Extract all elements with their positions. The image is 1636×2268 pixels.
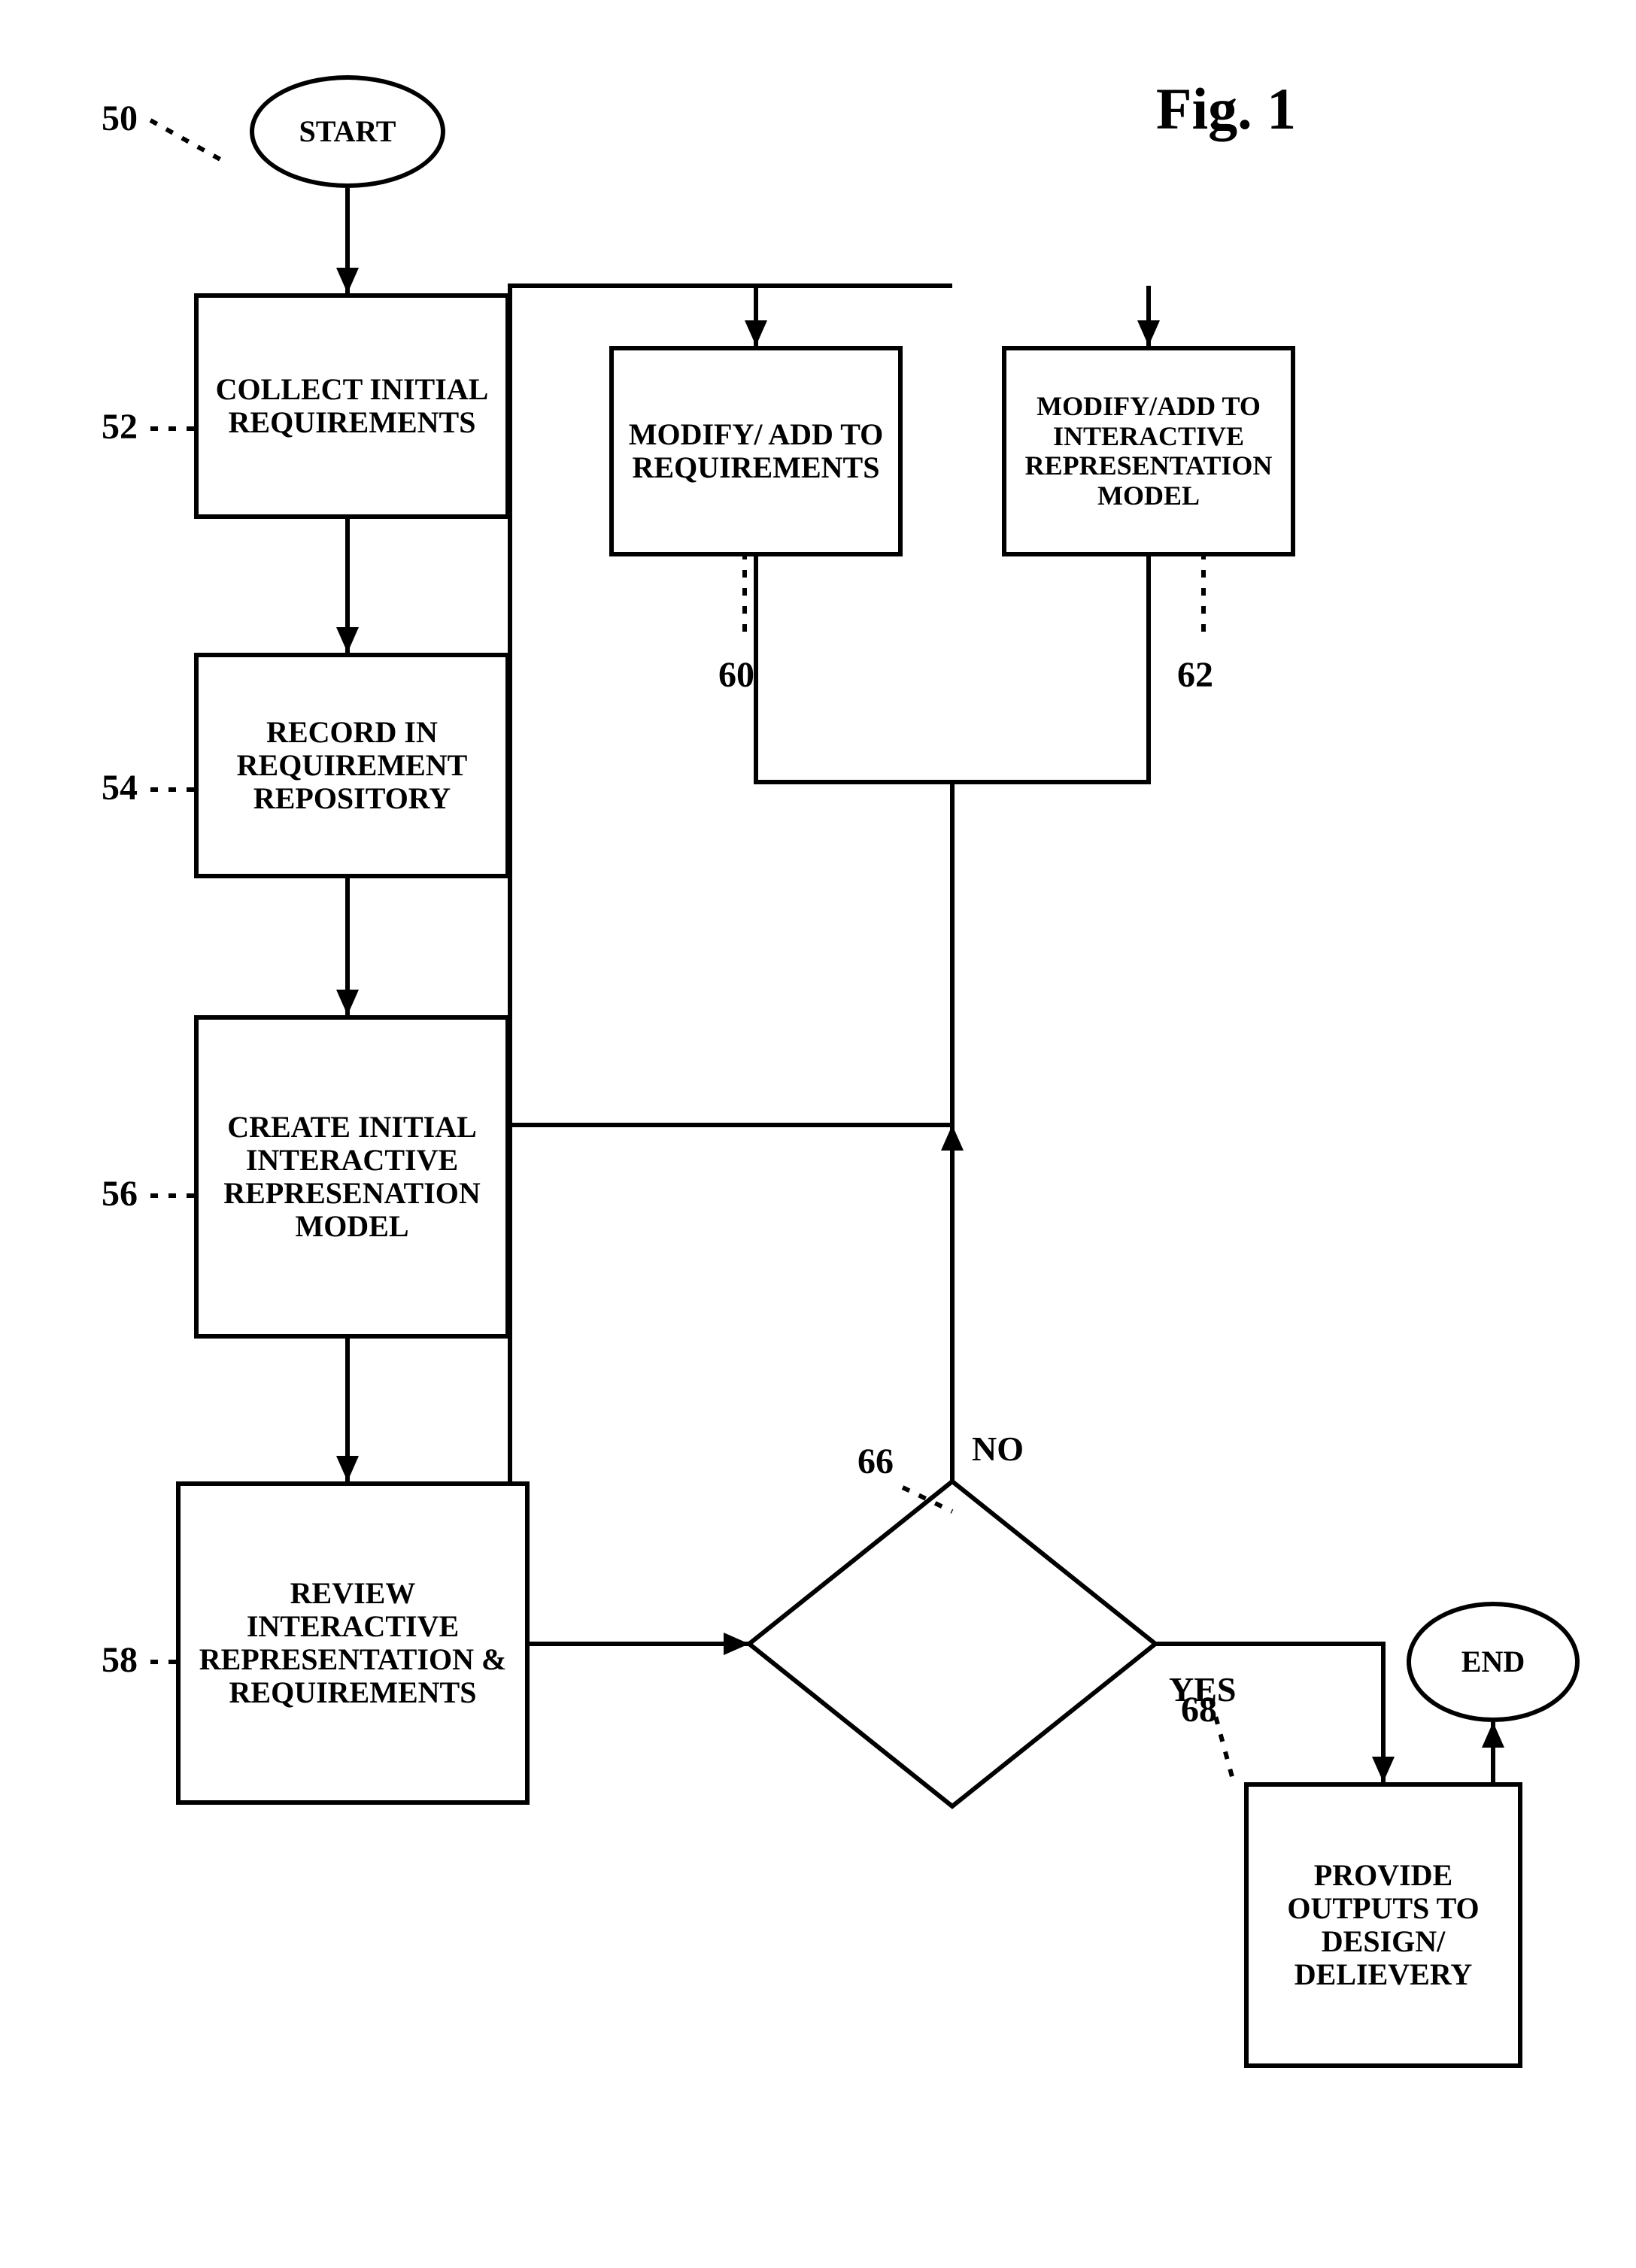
node-modreq: MODIFY/ ADD TO REQUIREMENTS: [609, 346, 903, 556]
node-modreq-label: MODIFY/ ADD TO REQUIREMENTS: [614, 418, 898, 484]
node-provide: PROVIDE OUTPUTS TO DESIGN/ DELIEVERY: [1244, 1782, 1522, 2068]
node-collect-label: COLLECT INITIAL REQUIREMENTS: [199, 373, 505, 439]
node-provide-label: PROVIDE OUTPUTS TO DESIGN/ DELIEVERY: [1249, 1859, 1518, 1991]
ref-50: 50: [102, 98, 138, 139]
node-collect: COLLECT INITIAL REQUIREMENTS: [194, 293, 510, 519]
node-start-label: START: [254, 115, 441, 148]
node-record-label: RECORD IN REQUIREMENT REPOSITORY: [199, 716, 505, 815]
node-start: START: [250, 75, 445, 188]
ref-52: 52: [102, 406, 138, 447]
node-review: REVIEW INTERACTIVE REPRESENTATION & REQU…: [176, 1481, 530, 1805]
node-end: END: [1407, 1602, 1580, 1722]
node-record: RECORD IN REQUIREMENT REPOSITORY: [194, 653, 510, 878]
decision-no-label: NO: [972, 1429, 1024, 1469]
ref-62: 62: [1177, 654, 1213, 696]
node-end-label: END: [1411, 1645, 1575, 1678]
node-create: CREATE INITIAL INTERACTIVE REPRESENATION…: [194, 1015, 510, 1339]
node-create-label: CREATE INITIAL INTERACTIVE REPRESENATION…: [199, 1111, 505, 1243]
ref-60: 60: [718, 654, 754, 696]
ref-54: 54: [102, 767, 138, 808]
ref-66: 66: [857, 1441, 894, 1482]
node-modmodel: MODIFY/ADD TO INTERACTIVE REPRESENTATION…: [1002, 346, 1295, 556]
decision-label: SUFFICIENTLY COMPLETE?: [809, 1611, 1095, 1677]
node-modmodel-label: MODIFY/ADD TO INTERACTIVE REPRESENTATION…: [1006, 392, 1291, 511]
ref-68: 68: [1181, 1689, 1217, 1730]
ref-56: 56: [102, 1173, 138, 1214]
node-review-label: REVIEW INTERACTIVE REPRESENTATION & REQU…: [181, 1577, 525, 1709]
figure-title: Fig. 1: [1038, 75, 1414, 143]
figure-canvas: Fig. 1 START COLLECT INITIAL REQUIREMENT…: [0, 0, 1636, 2268]
ref-58: 58: [102, 1639, 138, 1681]
